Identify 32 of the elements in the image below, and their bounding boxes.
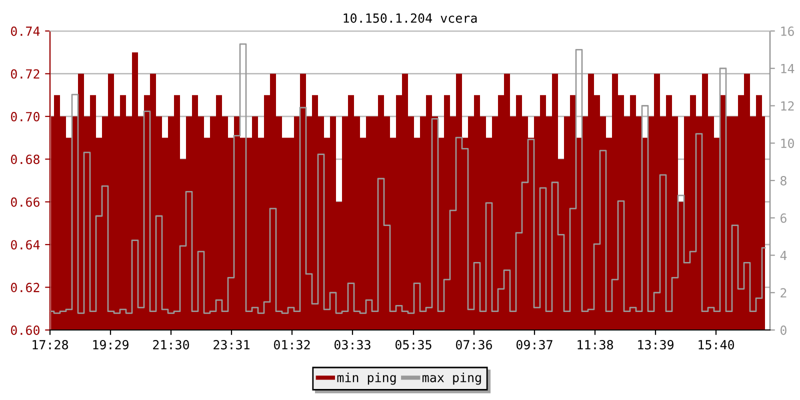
x-tick-label: 19:29 bbox=[93, 340, 128, 350]
x-tick-label: 13:39 bbox=[638, 340, 674, 350]
x-tick-label: 17:28 bbox=[32, 340, 68, 350]
y2-tick-label: 8 bbox=[780, 176, 786, 186]
y-tick-label: 0.66 bbox=[10, 197, 40, 207]
y2-tick-label: 12 bbox=[781, 101, 794, 111]
x-tick-label: 23:31 bbox=[214, 340, 250, 350]
chart-title: 10.150.1.204 vcera bbox=[344, 13, 477, 23]
y2-tick-label: 4 bbox=[780, 250, 787, 260]
y-tick-label: 0.70 bbox=[10, 112, 40, 122]
y2-tick-label: 2 bbox=[780, 288, 786, 298]
y-tick-label: 0.68 bbox=[10, 154, 40, 164]
x-tick-label: 09:37 bbox=[516, 340, 552, 350]
y-tick-label: 0.62 bbox=[10, 282, 40, 292]
x-tick-label: 05:35 bbox=[396, 340, 432, 350]
x-tick-label: 07:36 bbox=[456, 340, 492, 350]
x-tick-label: 15:40 bbox=[698, 340, 734, 350]
y-tick-label: 0.64 bbox=[10, 240, 40, 250]
y-tick-label: 0.74 bbox=[10, 26, 40, 36]
y2-tick-label: 14 bbox=[781, 64, 794, 74]
y2-tick-label: 10 bbox=[781, 138, 794, 148]
legend-label: min ping bbox=[337, 372, 396, 385]
y-tick-label: 0.72 bbox=[10, 69, 40, 79]
x-tick-label: 11:38 bbox=[578, 340, 614, 350]
x-tick-label: 01:32 bbox=[274, 340, 310, 350]
x-tick-label: 03:33 bbox=[334, 340, 370, 350]
x-tick-label: 21:30 bbox=[153, 340, 190, 350]
legend-label: max ping bbox=[422, 372, 481, 385]
y-tick-label: 0.60 bbox=[10, 326, 40, 335]
y2-tick-label: 0 bbox=[780, 326, 786, 335]
y2-tick-label: 16 bbox=[781, 26, 794, 36]
y2-tick-label: 6 bbox=[780, 213, 786, 223]
